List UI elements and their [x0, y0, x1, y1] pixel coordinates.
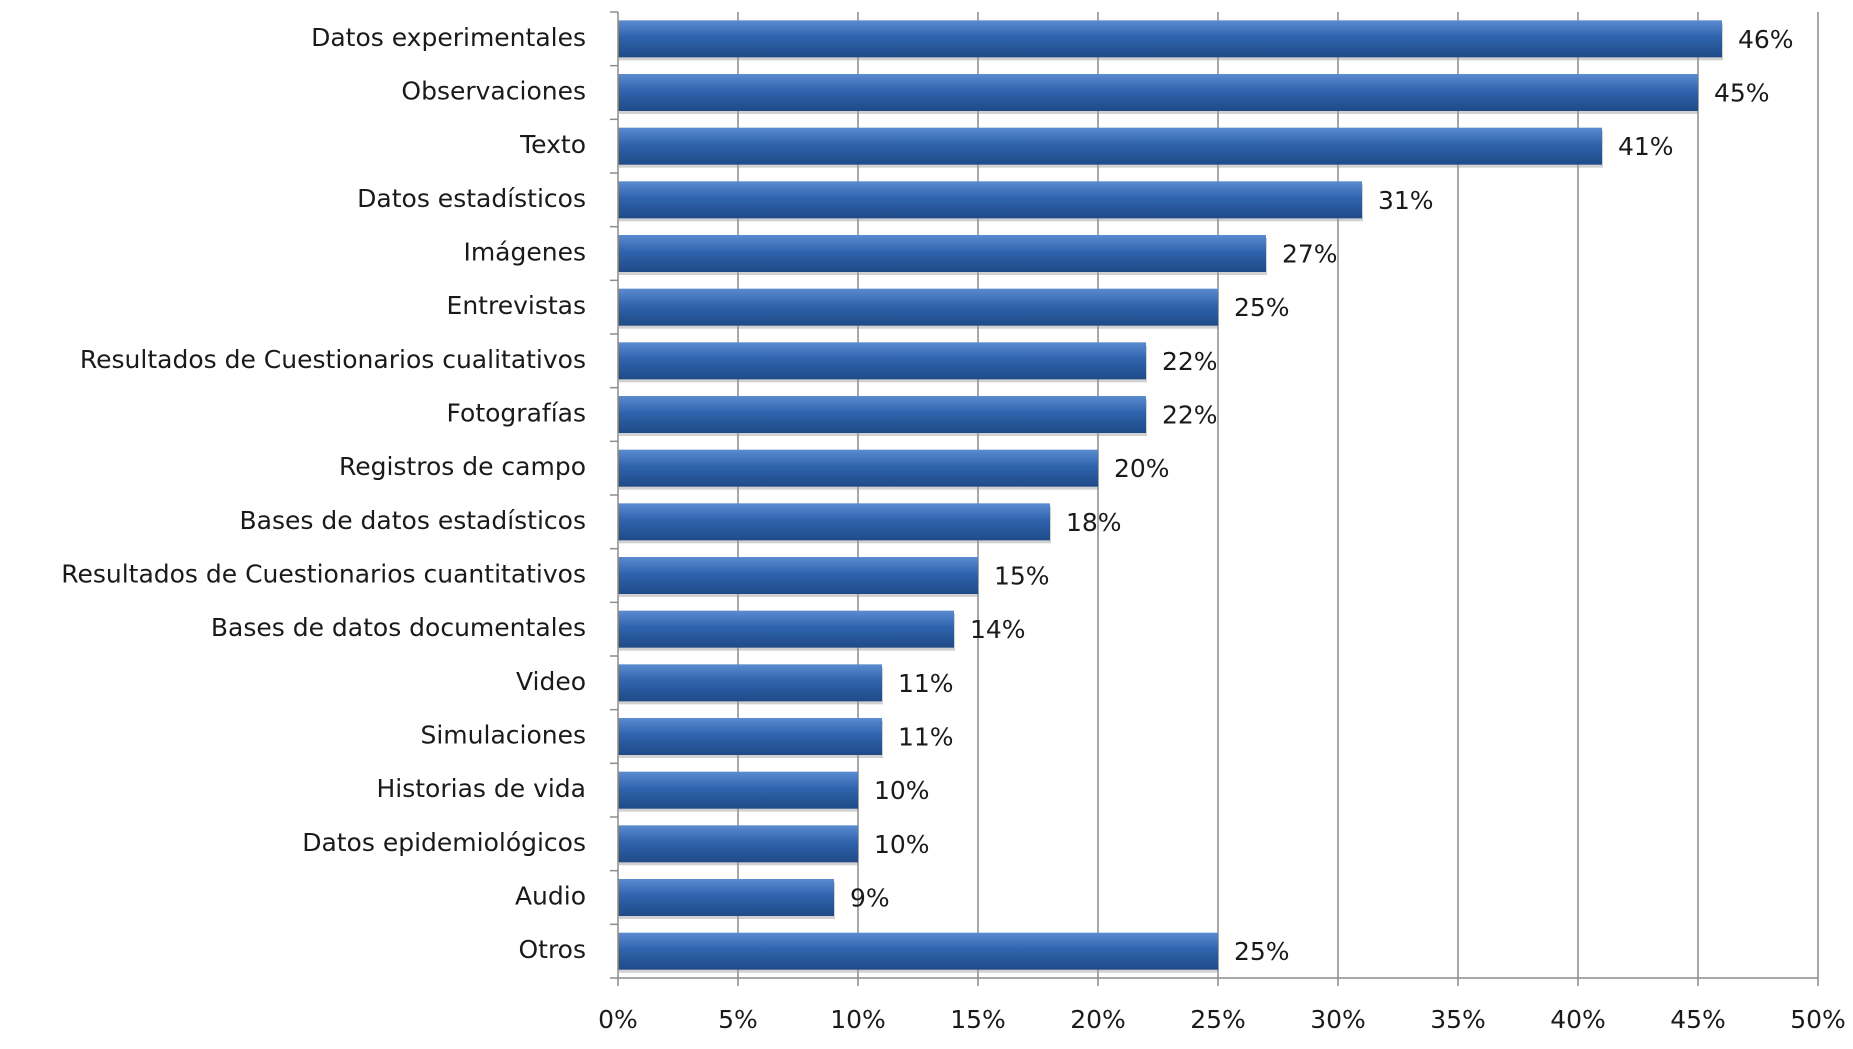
bar-13 [618, 718, 882, 755]
value-label-6: 22% [1162, 347, 1218, 376]
value-label-15: 10% [874, 830, 930, 859]
bar-5 [618, 288, 1218, 326]
value-label-2: 41% [1618, 132, 1674, 161]
category-label-5: Entrevistas [447, 291, 586, 320]
category-label-12: Video [516, 667, 586, 696]
labels: 46% Datos experimentales 45% Observaciones 4… [61, 23, 1846, 1034]
category-label-6: Resultados de Cuestionarios cualitativos [80, 345, 586, 374]
value-label-13: 11% [898, 723, 954, 752]
value-label-17: 25% [1234, 937, 1290, 966]
category-label-2: Texto [519, 130, 586, 159]
value-label-9: 18% [1066, 508, 1122, 537]
category-label-9: Bases de datos estadísticos [240, 506, 586, 535]
x-tick-label-3: 15% [950, 1005, 1006, 1034]
bar-2 [618, 127, 1602, 165]
category-label-7: Fotografías [447, 399, 586, 428]
bar-17 [618, 932, 1218, 970]
axes [610, 11, 1819, 986]
bar-10 [618, 557, 978, 594]
bar-1 [618, 74, 1698, 111]
bar-4 [618, 235, 1266, 272]
value-label-0: 46% [1738, 25, 1794, 54]
bar-8 [618, 449, 1098, 487]
bar-11 [618, 610, 954, 648]
x-tick-label-5: 25% [1190, 1005, 1246, 1034]
x-tick-label-7: 35% [1430, 1005, 1486, 1034]
category-label-15: Datos epidemiológicos [302, 828, 586, 857]
bar-6 [618, 342, 1146, 380]
value-label-11: 14% [970, 615, 1026, 644]
category-label-16: Audio [515, 882, 586, 911]
gridlines [737, 12, 1819, 978]
value-label-1: 45% [1714, 79, 1770, 108]
bar-16 [618, 879, 834, 916]
category-label-13: Simulaciones [420, 721, 586, 750]
bar-12 [618, 664, 882, 702]
x-tick-label-10: 50% [1790, 1005, 1846, 1034]
bar-3 [618, 181, 1362, 219]
bar-9 [618, 503, 1050, 541]
x-tick-label-6: 30% [1310, 1005, 1366, 1034]
bar-7 [618, 396, 1146, 433]
category-label-1: Observaciones [401, 77, 586, 106]
bar-0 [618, 20, 1722, 58]
category-label-17: Otros [518, 935, 586, 964]
x-tick-label-2: 10% [830, 1005, 886, 1034]
value-label-7: 22% [1162, 401, 1218, 430]
value-label-16: 9% [850, 884, 890, 913]
x-tick-label-9: 45% [1670, 1005, 1726, 1034]
value-label-12: 11% [898, 669, 954, 698]
category-label-8: Registros de campo [339, 452, 586, 481]
category-label-0: Datos experimentales [311, 23, 586, 52]
value-label-10: 15% [994, 562, 1050, 591]
category-label-4: Imágenes [463, 238, 586, 267]
x-tick-label-4: 20% [1070, 1005, 1126, 1034]
category-label-14: Historias de vida [376, 774, 586, 803]
category-label-3: Datos estadísticos [357, 184, 586, 213]
x-tick-label-0: 0% [598, 1005, 638, 1034]
bars [618, 20, 1723, 973]
value-label-5: 25% [1234, 293, 1290, 322]
value-label-3: 31% [1378, 186, 1434, 215]
bar-15 [618, 825, 858, 863]
value-label-8: 20% [1114, 454, 1170, 483]
category-label-10: Resultados de Cuestionarios cuantitativo… [61, 560, 586, 589]
bar-14 [618, 771, 858, 809]
x-tick-label-8: 40% [1550, 1005, 1606, 1034]
value-label-14: 10% [874, 776, 930, 805]
value-label-4: 27% [1282, 240, 1338, 269]
category-label-11: Bases de datos documentales [211, 613, 586, 642]
x-tick-label-1: 5% [718, 1005, 758, 1034]
